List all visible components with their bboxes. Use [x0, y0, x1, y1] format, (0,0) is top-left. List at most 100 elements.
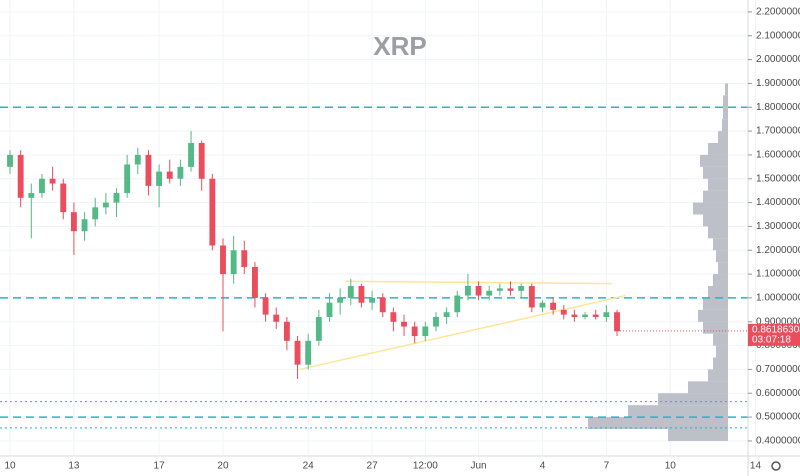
- volume-profile-bar: [716, 250, 728, 263]
- volume-profile-bar: [718, 131, 728, 144]
- volume-profile-bar: [713, 238, 728, 251]
- candle-body: [220, 245, 226, 275]
- x-tick-label: 10: [4, 461, 16, 472]
- volume-profile-bar: [703, 297, 728, 310]
- candle-body: [7, 154, 13, 167]
- volume-profile-bar: [723, 107, 728, 120]
- candle-body: [156, 171, 163, 186]
- candle-body: [475, 286, 482, 296]
- candle-body: [518, 286, 525, 291]
- candle-body: [507, 288, 514, 291]
- volume-profile-bar: [588, 417, 728, 430]
- volume-profile-bar: [628, 405, 728, 418]
- candle-body: [337, 297, 344, 303]
- candle-body: [486, 290, 493, 296]
- volume-profile-bar: [718, 262, 728, 275]
- candle-body: [358, 286, 365, 303]
- volume-profile-bar: [703, 321, 728, 334]
- last-price-label: 0.86186308: [752, 324, 800, 335]
- candle-body: [262, 297, 269, 315]
- candle-body: [177, 166, 184, 179]
- y-tick-label: 1.50000000: [756, 173, 800, 184]
- x-tick-label: 20: [217, 461, 229, 472]
- candle-body: [60, 183, 67, 213]
- volume-profile-bar: [708, 178, 728, 191]
- candle-body: [614, 312, 620, 332]
- gear[interactable]: [771, 461, 781, 471]
- volume-profile-bar: [708, 369, 728, 382]
- candle-body: [124, 164, 131, 194]
- candle-body: [145, 154, 152, 186]
- candle-body: [294, 340, 301, 365]
- candle-body: [70, 212, 77, 232]
- candle-body: [49, 178, 56, 184]
- y-tick-label: 2.20000000: [756, 7, 800, 18]
- candle-body: [39, 178, 45, 194]
- candle-body: [273, 314, 280, 322]
- x-tick-label: 12:00: [413, 461, 438, 472]
- candle-body: [252, 266, 258, 298]
- x-tick-label: 27: [367, 461, 379, 472]
- y-tick-label: 1.20000000: [756, 245, 800, 256]
- candle-body: [166, 171, 173, 179]
- candle-body: [81, 219, 88, 232]
- countdown-label: 03:07:18: [752, 334, 791, 345]
- volume-profile-bar: [703, 190, 728, 203]
- candle-body: [379, 297, 386, 313]
- volume-profile-bar: [668, 429, 728, 441]
- y-tick-label: 0.60000000: [756, 388, 800, 399]
- y-tick-label: 0.70000000: [756, 364, 800, 375]
- volume-profile-bar: [725, 83, 728, 96]
- candle-body: [347, 286, 354, 298]
- candle-body: [433, 316, 439, 327]
- x-tick-label: 7: [604, 461, 610, 472]
- candle-body: [369, 297, 376, 303]
- candle-body: [550, 302, 557, 310]
- volume-profile-bar: [713, 274, 728, 287]
- y-tick-label: 1.10000000: [756, 269, 800, 280]
- candle-body: [454, 295, 461, 313]
- volume-profile-bar: [716, 345, 728, 358]
- candle-body: [283, 321, 290, 341]
- candle-body: [582, 314, 588, 317]
- y-tick-label: 1.80000000: [756, 102, 800, 113]
- volume-profile-bar: [693, 202, 728, 215]
- volume-profile-bar: [713, 357, 728, 370]
- candle-body: [592, 314, 599, 317]
- candle-body: [390, 312, 397, 322]
- x-tick-label: 13: [68, 461, 80, 472]
- candle-body: [401, 321, 407, 327]
- last-price-box: [748, 323, 800, 346]
- candle-body: [134, 154, 141, 165]
- candle-body: [560, 309, 567, 315]
- x-tick-label: 10: [665, 461, 677, 472]
- y-tick-label: 2.00000000: [756, 54, 800, 65]
- candle-body: [241, 250, 248, 267]
- candle-body: [464, 286, 471, 296]
- y-tick-label: 1.60000000: [756, 150, 800, 161]
- candle-body: [209, 178, 216, 246]
- y-tick-label: 2.10000000: [756, 30, 800, 41]
- y-tick-label: 1.00000000: [756, 293, 800, 304]
- y-tick-label: 1.30000000: [756, 221, 800, 232]
- x-tick-label: 14: [750, 461, 762, 472]
- candle-body: [411, 326, 418, 337]
- candle-body: [422, 326, 429, 337]
- settings-icon[interactable]: [771, 461, 781, 471]
- y-tick-label: 1.70000000: [756, 126, 800, 137]
- volume-profile-bar: [703, 166, 728, 179]
- candle-body: [496, 288, 503, 291]
- volume-profile-bar: [700, 154, 728, 167]
- y-tick-label: 0.50000000: [756, 412, 800, 423]
- candle-body: [188, 143, 194, 167]
- x-tick-label: 4: [540, 461, 546, 472]
- candle-body: [528, 286, 535, 308]
- y-tick-label: 0.90000000: [756, 316, 800, 327]
- y-tick-label: 1.90000000: [756, 78, 800, 89]
- trendline: [299, 294, 626, 371]
- candle-body: [326, 302, 333, 317]
- x-tick-label: 24: [303, 461, 315, 472]
- volume-profile-bar: [698, 309, 728, 322]
- x-tick-label: Jun: [471, 461, 487, 472]
